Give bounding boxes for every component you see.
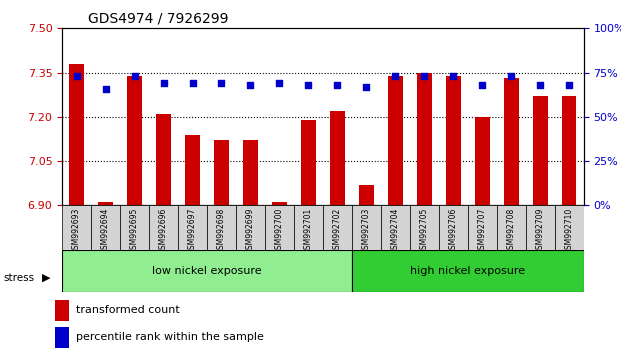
Bar — [446, 75, 461, 205]
Bar — [359, 185, 374, 205]
Bar — [185, 135, 200, 205]
Point — [158, 80, 168, 86]
Bar — [294, 205, 323, 250]
Bar — [98, 202, 113, 205]
Text: GSM992696: GSM992696 — [159, 207, 168, 254]
Bar — [504, 79, 519, 205]
Text: GSM992710: GSM992710 — [564, 207, 574, 254]
Bar — [127, 75, 142, 205]
Text: GSM992705: GSM992705 — [420, 207, 429, 254]
Bar — [352, 205, 381, 250]
Point — [478, 82, 487, 88]
Bar — [533, 96, 548, 205]
Bar — [265, 205, 294, 250]
Point — [564, 82, 574, 88]
Bar — [562, 96, 576, 205]
Bar — [243, 141, 258, 205]
Text: GDS4974 / 7926299: GDS4974 / 7926299 — [88, 12, 229, 26]
Text: ▶: ▶ — [42, 273, 51, 283]
Bar — [214, 141, 229, 205]
Bar — [388, 75, 402, 205]
Text: transformed count: transformed count — [76, 306, 179, 315]
Text: high nickel exposure: high nickel exposure — [410, 266, 525, 276]
Point — [535, 82, 545, 88]
Point — [245, 82, 255, 88]
Text: GSM992708: GSM992708 — [507, 207, 516, 254]
Text: GSM992707: GSM992707 — [478, 207, 487, 254]
Bar — [330, 111, 345, 205]
Point — [188, 80, 197, 86]
Bar — [352, 250, 584, 292]
Text: stress: stress — [3, 273, 34, 283]
Text: GSM992695: GSM992695 — [130, 207, 139, 254]
Bar — [323, 205, 352, 250]
Bar — [55, 327, 69, 348]
Point — [448, 73, 458, 79]
Point — [304, 82, 314, 88]
Bar — [55, 300, 69, 321]
Text: low nickel exposure: low nickel exposure — [152, 266, 262, 276]
Text: GSM992699: GSM992699 — [246, 207, 255, 254]
Bar — [468, 205, 497, 250]
Text: GSM992704: GSM992704 — [391, 207, 400, 254]
Bar — [236, 205, 265, 250]
Text: GSM992700: GSM992700 — [275, 207, 284, 254]
Bar — [475, 117, 489, 205]
Bar — [417, 73, 432, 205]
Bar — [381, 205, 410, 250]
Point — [217, 80, 227, 86]
Bar — [410, 205, 439, 250]
Point — [274, 80, 284, 86]
Text: GSM992703: GSM992703 — [362, 207, 371, 254]
Bar — [120, 205, 149, 250]
Text: GSM992701: GSM992701 — [304, 207, 313, 254]
Point — [419, 73, 429, 79]
Text: GSM992694: GSM992694 — [101, 207, 110, 254]
Bar — [272, 202, 287, 205]
Point — [391, 73, 401, 79]
Bar — [62, 250, 352, 292]
Point — [332, 82, 342, 88]
Text: GSM992706: GSM992706 — [449, 207, 458, 254]
Text: GSM992709: GSM992709 — [536, 207, 545, 254]
Text: GSM992697: GSM992697 — [188, 207, 197, 254]
Bar — [439, 205, 468, 250]
Bar — [70, 64, 84, 205]
Point — [506, 73, 516, 79]
Bar — [62, 205, 91, 250]
Point — [101, 86, 111, 91]
Text: GSM992693: GSM992693 — [72, 207, 81, 254]
Bar — [207, 205, 236, 250]
Text: GSM992702: GSM992702 — [333, 207, 342, 254]
Bar — [91, 205, 120, 250]
Point — [361, 84, 371, 90]
Bar — [526, 205, 555, 250]
Bar — [149, 205, 178, 250]
Point — [71, 73, 81, 79]
Bar — [555, 205, 584, 250]
Text: percentile rank within the sample: percentile rank within the sample — [76, 332, 264, 342]
Text: GSM992698: GSM992698 — [217, 207, 226, 254]
Bar — [178, 205, 207, 250]
Bar — [301, 120, 315, 205]
Bar — [497, 205, 526, 250]
Point — [130, 73, 140, 79]
Bar — [156, 114, 171, 205]
